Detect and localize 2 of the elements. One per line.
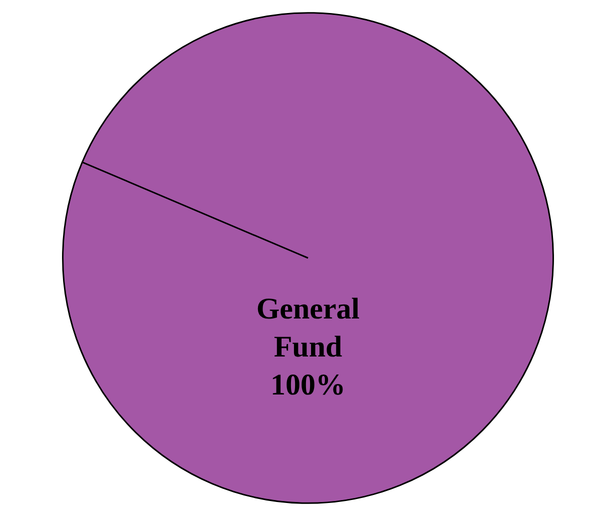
data-label: 100% [270, 368, 346, 402]
slice-label: General Fund [256, 292, 360, 364]
